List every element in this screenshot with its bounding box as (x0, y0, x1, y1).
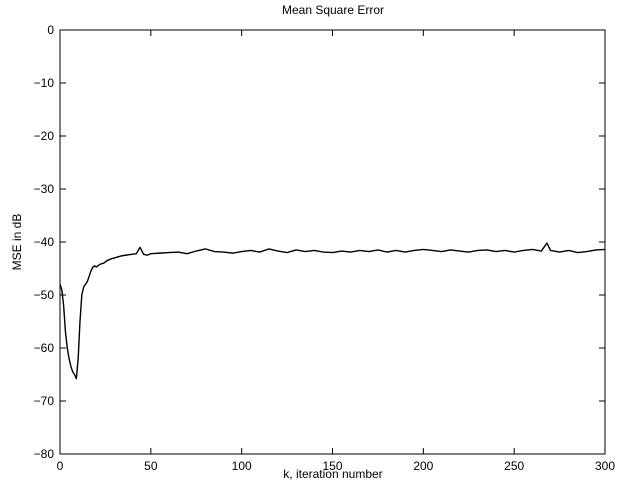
y-tick-label: −10 (34, 76, 55, 90)
y-tick-label: −70 (34, 394, 55, 408)
y-axis: 0 −10 −20 −30 −40 −50 −60 −70 −80 (34, 23, 605, 461)
x-tick-label: 0 (57, 459, 64, 473)
y-tick-label: −80 (34, 447, 55, 461)
x-axis: 0 50 100 150 200 250 300 (57, 30, 615, 473)
series-line (59, 242, 606, 380)
plot-area (59, 29, 606, 455)
x-tick-label: 250 (504, 459, 524, 473)
y-tick-label: −50 (34, 288, 55, 302)
y-tick-label: −40 (34, 235, 55, 249)
x-tick-label: 200 (413, 459, 433, 473)
x-axis-label: k, iteration number (283, 467, 382, 481)
y-tick-label: 0 (47, 23, 54, 37)
x-tick-label: 100 (232, 459, 252, 473)
y-axis-label: MSE in dB (10, 214, 24, 271)
x-tick-label: 150 (322, 459, 342, 473)
x-tick-label: 50 (144, 459, 158, 473)
y-tick-label: −60 (34, 341, 55, 355)
y-tick-label: −30 (34, 182, 55, 196)
chart-title: Mean Square Error (282, 3, 384, 17)
y-tick-label: −20 (34, 129, 55, 143)
x-tick-label: 300 (595, 459, 615, 473)
